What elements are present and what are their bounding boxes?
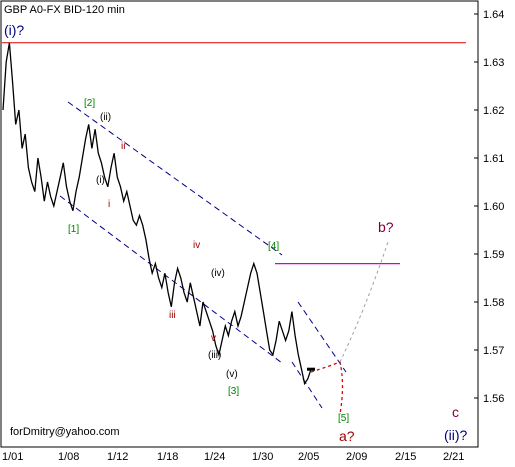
channel-lower-line: [59, 195, 283, 364]
x-tick-label: 2/05: [298, 451, 319, 462]
channel-upper-line: [67, 101, 283, 256]
wave-label-red: i: [108, 199, 110, 210]
wave-label-outer: (i)?: [4, 22, 24, 38]
wave-label-green: [4]: [268, 241, 279, 252]
x-tick-label: 1/01: [2, 451, 23, 462]
x-tick-label: 1/12: [107, 451, 128, 462]
wave-label-black: (i): [96, 175, 105, 186]
last-price-marker: [307, 367, 315, 371]
x-tick-label: 1/18: [157, 451, 178, 462]
price-line: [2, 42, 312, 386]
y-tick-label: 1.58: [483, 297, 504, 309]
wave-label-red: ii: [121, 141, 125, 152]
y-tick-label: 1.64: [483, 9, 504, 21]
wedge-upper-line: [297, 301, 347, 373]
grid-layer: [474, 13, 478, 399]
wave-label-b-target: b?: [378, 219, 394, 235]
wave-label-black: (iii): [208, 350, 221, 361]
wave-label-red: v: [211, 333, 216, 344]
wave-label-green: [3]: [228, 386, 239, 397]
wave-label-outer: (ii)?: [444, 427, 468, 443]
watermark: forDmitry@yahoo.com: [10, 426, 120, 438]
wave-label-red: iii: [169, 310, 176, 321]
y-tick-label: 1.63: [483, 57, 504, 69]
y-tick-label: 1.57: [483, 345, 504, 357]
y-tick-label: 1.61: [483, 153, 504, 165]
x-tick-label: 1/24: [204, 451, 225, 462]
wave-label-c: c: [452, 404, 459, 420]
wave-label-green: [1]: [68, 224, 79, 235]
y-tick-label: 1.62: [483, 105, 504, 117]
chart-title: GBP A0-FX BID-120 min: [4, 4, 125, 16]
wave-label-green: [5]: [338, 413, 349, 424]
x-axis: 1/01 1/08 1/12 1/18 1/24 1/30 2/05 2/09 …: [2, 451, 464, 463]
wedge-lower-line: [291, 361, 323, 409]
x-tick-label: 1/08: [58, 451, 79, 462]
y-tick-label: 1.56: [483, 393, 504, 405]
y-tick-label: 1.59: [483, 249, 504, 261]
x-tick-label: 2/21: [443, 451, 464, 462]
x-tick-label: 1/30: [252, 451, 273, 462]
forecast-b-path: [339, 241, 389, 363]
x-tick-label: 2/09: [346, 451, 367, 462]
wave-label-red: iv: [193, 240, 200, 251]
wave-label-a-target: a?: [339, 428, 355, 444]
wave-label-black: (v): [226, 369, 238, 380]
y-tick-label: 1.60: [483, 201, 504, 213]
y-axis: 1.64 1.63 1.62 1.61 1.60 1.59 1.58 1.57 …: [483, 9, 504, 405]
wave-label-black: (iv): [211, 268, 225, 279]
wave-label-green: [2]: [84, 98, 95, 109]
x-tick-label: 2/15: [395, 451, 416, 462]
wave-label-black: (ii): [100, 112, 111, 123]
